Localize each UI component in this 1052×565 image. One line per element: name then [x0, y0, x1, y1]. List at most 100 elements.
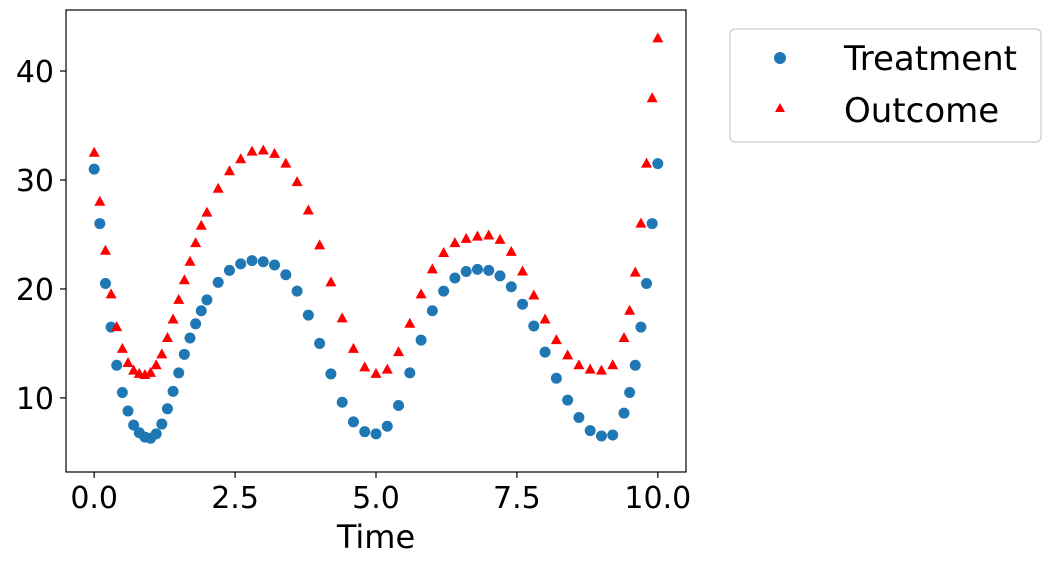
- x-tick-label: 2.5: [211, 481, 259, 516]
- data-point: [505, 281, 517, 293]
- data-point: [562, 394, 574, 406]
- data-point: [584, 425, 596, 437]
- data-point: [269, 147, 281, 158]
- data-point: [550, 334, 562, 345]
- data-point: [629, 266, 641, 277]
- data-point: [607, 429, 619, 441]
- data-point: [517, 265, 529, 276]
- data-point: [641, 277, 653, 289]
- data-point: [336, 396, 348, 408]
- data-point: [302, 204, 314, 215]
- data-point: [584, 363, 596, 374]
- data-point: [539, 346, 551, 358]
- data-point: [624, 386, 636, 398]
- data-point: [624, 304, 636, 315]
- data-point: [347, 342, 359, 353]
- x-tick-label: 5.0: [352, 481, 400, 516]
- legend-label-treatment: Treatment: [843, 39, 1017, 79]
- data-point: [122, 357, 134, 368]
- data-point: [111, 359, 123, 371]
- data-point: [438, 285, 450, 297]
- data-point: [145, 366, 157, 377]
- data-point: [573, 412, 585, 424]
- data-point: [122, 405, 134, 417]
- data-point: [618, 331, 630, 342]
- data-point: [184, 255, 196, 266]
- data-point: [595, 430, 607, 442]
- data-point: [201, 294, 213, 306]
- data-point: [235, 258, 247, 270]
- data-point: [573, 359, 585, 370]
- data-point: [393, 400, 405, 412]
- data-point: [325, 276, 337, 287]
- data-point: [235, 153, 247, 164]
- data-point: [167, 313, 179, 324]
- data-point: [641, 157, 653, 168]
- data-point: [449, 272, 461, 284]
- data-point: [223, 165, 235, 176]
- data-point: [336, 312, 348, 323]
- data-point: [404, 317, 416, 328]
- data-point: [595, 364, 607, 375]
- data-point: [505, 245, 517, 256]
- legend-box: [729, 28, 1042, 143]
- data-point: [150, 428, 162, 440]
- data-point: [404, 367, 416, 379]
- x-axis-title: Time: [336, 518, 415, 556]
- data-point: [426, 263, 438, 274]
- data-point: [128, 364, 140, 375]
- legend-marker-outcome: [775, 103, 785, 112]
- data-point: [370, 428, 382, 440]
- data-point: [646, 218, 658, 230]
- data-point: [415, 334, 427, 346]
- data-point: [528, 289, 540, 300]
- data-point: [652, 158, 664, 170]
- data-point: [618, 407, 630, 419]
- data-point: [483, 229, 495, 240]
- x-tick-label: 7.5: [493, 481, 541, 516]
- data-point: [280, 157, 292, 168]
- series-treatment: [88, 158, 664, 444]
- x-tick-label: 0.0: [70, 481, 118, 516]
- data-point: [550, 372, 562, 384]
- y-tick-label: 10: [16, 382, 54, 417]
- data-point: [438, 246, 450, 257]
- data-point: [325, 368, 337, 380]
- legend-marker-treatment: [774, 52, 786, 64]
- data-point: [460, 232, 472, 243]
- data-point: [607, 359, 619, 370]
- data-point: [291, 176, 303, 187]
- series-outcome: [88, 32, 664, 380]
- data-point: [494, 233, 506, 244]
- data-point: [302, 309, 314, 321]
- data-point: [562, 349, 574, 360]
- data-point: [652, 32, 664, 43]
- data-point: [291, 285, 303, 297]
- data-point: [347, 416, 359, 428]
- data-point: [156, 418, 168, 430]
- data-point: [460, 266, 472, 278]
- data-point: [494, 270, 506, 282]
- data-point: [94, 218, 106, 230]
- data-point: [517, 298, 529, 310]
- data-point: [99, 277, 111, 289]
- y-tick-label: 20: [16, 273, 54, 308]
- data-marks: [88, 32, 664, 444]
- legend: Treatment Outcome: [729, 28, 1042, 143]
- data-point: [381, 363, 393, 374]
- data-point: [167, 385, 179, 397]
- data-point: [471, 230, 483, 241]
- legend-label-outcome: Outcome: [844, 91, 999, 131]
- data-point: [393, 346, 405, 357]
- data-point: [88, 163, 100, 175]
- data-point: [184, 332, 196, 344]
- data-point: [128, 419, 140, 431]
- data-point: [370, 367, 382, 378]
- data-point: [471, 263, 483, 275]
- x-tick-label: 10.0: [624, 481, 691, 516]
- data-point: [173, 293, 185, 304]
- data-point: [99, 244, 111, 255]
- data-point: [415, 288, 427, 299]
- data-point: [449, 237, 461, 248]
- data-point: [161, 331, 173, 342]
